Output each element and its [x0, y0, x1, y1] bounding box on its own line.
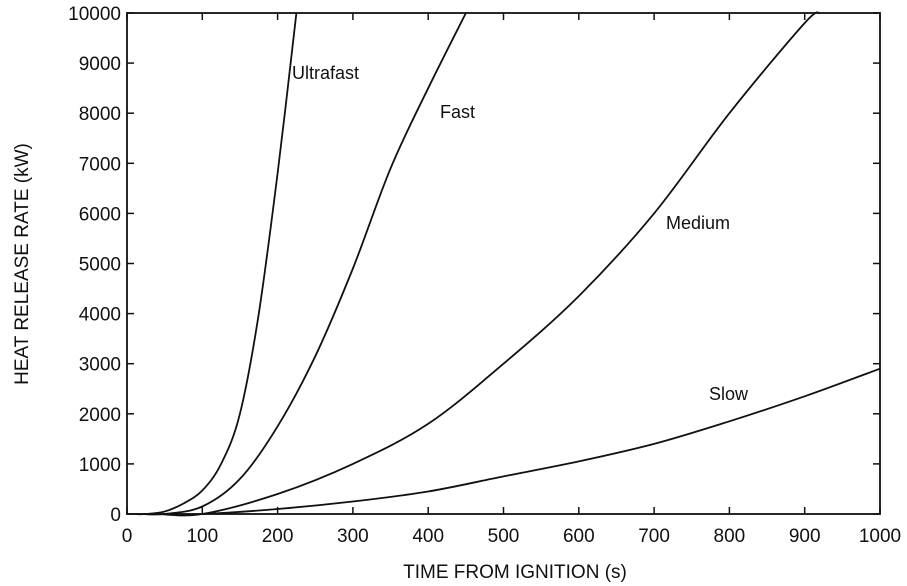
x-axis-label: TIME FROM IGNITION (s): [403, 562, 627, 583]
y-tick-label: 4000: [79, 305, 121, 326]
x-tick-label: 700: [638, 526, 670, 547]
y-tick-label: 0: [110, 505, 121, 526]
y-tick-label: 5000: [79, 255, 121, 276]
x-tick-label: 300: [337, 526, 369, 547]
x-tick-label: 800: [714, 526, 746, 547]
series-label-medium: Medium: [666, 213, 730, 233]
series-line-fast: [142, 12, 467, 516]
series-line-medium: [157, 11, 821, 517]
x-tick-label: 400: [412, 526, 444, 547]
y-tick-label: 10000: [68, 4, 121, 25]
y-tick-label: 1000: [79, 455, 121, 476]
y-axis-label: HEAT RELEASE RATE (kW): [12, 143, 33, 385]
y-tick-label: 7000: [79, 154, 121, 175]
y-tick-label: 3000: [79, 355, 121, 376]
y-tick-label: 8000: [79, 104, 121, 125]
plot-frame: [126, 12, 881, 515]
x-tick-label: 100: [186, 526, 218, 547]
x-tick-label: 600: [563, 526, 595, 547]
series-label-ultrafast: Ultrafast: [292, 63, 359, 83]
x-tick-label: 1000: [859, 526, 901, 547]
series-line-slow: [172, 367, 881, 516]
series-label-slow: Slow: [709, 384, 749, 404]
x-tick-label: 0: [122, 526, 133, 547]
y-tick-label: 6000: [79, 204, 121, 225]
series-label-fast: Fast: [440, 102, 475, 122]
series-line-ultrafast: [134, 12, 298, 516]
y-tick-label: 2000: [79, 405, 121, 426]
x-tick-label: 500: [488, 526, 520, 547]
y-tick-label: 9000: [79, 54, 121, 75]
x-tick-label: 900: [789, 526, 821, 547]
x-tick-label: 200: [262, 526, 294, 547]
